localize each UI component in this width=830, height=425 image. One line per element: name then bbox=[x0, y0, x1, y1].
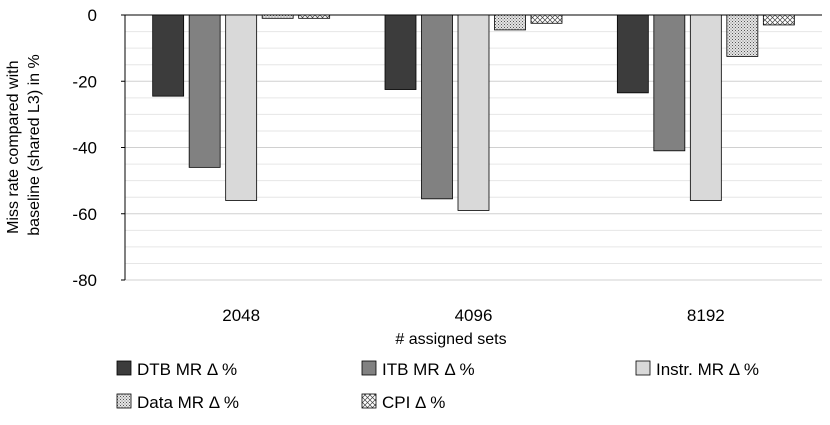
axis-titles: Miss rate compared with baseline (shared… bbox=[5, 54, 507, 348]
x-tick-label: 8192 bbox=[687, 306, 725, 325]
bar-8192-series-1 bbox=[653, 14, 686, 152]
legend-label: Instr. MR Δ % bbox=[656, 360, 759, 379]
y-axis-title-line-1: Miss rate compared with bbox=[5, 61, 22, 234]
legend-swatch bbox=[635, 360, 651, 376]
tick-labels: 0 -20 -40 -60 -80 2048 4096 8192 bbox=[72, 6, 724, 325]
y-tick-label: 0 bbox=[88, 6, 97, 25]
bar-2048-series-2 bbox=[225, 14, 258, 201]
bar-2048-series-4 bbox=[298, 14, 331, 19]
legend: DTB MR Δ % ITB MR Δ % Instr. MR Δ % Data MR… bbox=[116, 360, 759, 412]
bar-4096-series-4 bbox=[530, 14, 563, 24]
bar-4096-series-1 bbox=[421, 14, 453, 200]
bar-8192-series-2 bbox=[689, 14, 722, 201]
legend-label: CPI Δ % bbox=[382, 393, 445, 412]
y-axis-title: Miss rate compared with baseline (shared… bbox=[5, 54, 43, 235]
x-tick-label: 4096 bbox=[455, 306, 493, 325]
y-tick-label: -20 bbox=[72, 72, 97, 91]
bar-4096-series-3 bbox=[494, 14, 526, 31]
bar-8192-series-4 bbox=[762, 14, 795, 26]
bar-2048-series-1 bbox=[188, 14, 221, 168]
y-tick-label: -60 bbox=[72, 205, 97, 224]
x-tick-label: 2048 bbox=[222, 306, 260, 325]
bar-2048-series-3 bbox=[261, 14, 294, 19]
legend-swatch bbox=[116, 393, 132, 409]
legend-swatch bbox=[361, 360, 377, 376]
y-axis-title-line-2: baseline (shared L3) in % bbox=[26, 54, 43, 235]
bar-4096-series-0 bbox=[384, 14, 417, 90]
y-tick-label: -80 bbox=[72, 271, 97, 290]
bar-4096-series-2 bbox=[457, 14, 490, 211]
bar-8192-series-3 bbox=[726, 14, 759, 57]
legend-label: ITB MR Δ % bbox=[382, 360, 475, 379]
legend-label: Data MR Δ % bbox=[137, 393, 239, 412]
legend-swatch bbox=[116, 360, 132, 376]
bar-8192-series-0 bbox=[616, 14, 649, 94]
bars bbox=[152, 14, 795, 211]
legend-label: DTB MR Δ % bbox=[137, 360, 237, 379]
legend-swatch bbox=[361, 393, 377, 409]
x-axis-title: # assigned sets bbox=[395, 331, 506, 348]
bar-2048-series-0 bbox=[152, 14, 185, 97]
y-tick-label: -40 bbox=[72, 139, 97, 158]
